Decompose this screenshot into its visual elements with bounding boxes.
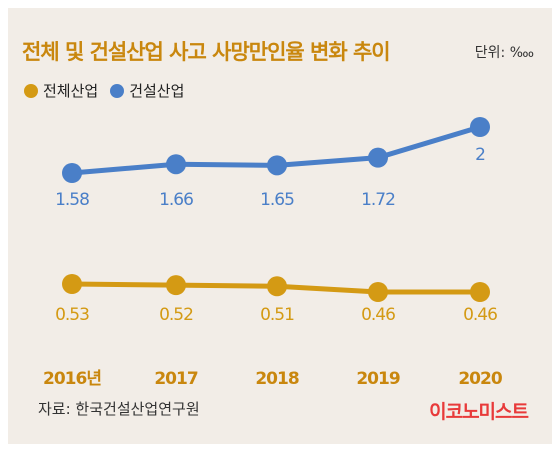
data-point-construction [470,117,490,137]
data-label-construction: 1.72 [361,190,395,210]
x-tick-label: 2018 [255,369,298,389]
data-label-total: 0.46 [463,305,497,325]
data-point-total [62,274,82,294]
data-label-construction: 1.58 [55,190,89,210]
legend: 전체산업 건설산업 [24,80,196,101]
data-point-total [267,276,287,297]
data-label-construction: 2 [475,145,485,165]
data-point-construction [62,163,82,183]
legend-total-label: 전체산업 [43,82,99,100]
data-point-construction [166,154,186,175]
data-label-total: 0.46 [361,305,395,325]
legend-construction-label: 건설산업 [129,82,185,100]
x-tick-label: 2020 [458,369,502,389]
data-label-construction: 1.66 [159,190,193,210]
data-point-construction [267,155,287,176]
unit-label: 단위: ‱ [474,45,534,61]
source-note: 자료: 한국건설산업연구원 [38,400,200,418]
data-point-total [166,275,186,296]
legend-construction-marker [110,83,125,98]
data-label-construction: 1.65 [260,190,294,210]
chart-panel [8,8,552,444]
data-point-total [470,282,490,302]
data-label-total: 0.53 [55,305,89,325]
data-label-total: 0.51 [260,305,294,325]
data-point-construction [368,147,388,168]
chart-title: 전체 및 건설산업 사고 사망만인율 변화 추이 [22,40,391,64]
data-label-total: 0.52 [159,305,193,325]
x-tick-label: 2016년 [43,369,101,389]
data-point-total [368,282,388,302]
brand-logo: 이코노미스트 [429,401,529,423]
legend-item-total: 전체산업 [24,80,98,101]
legend-item-construction: 건설산업 [110,80,184,101]
x-tick-label: 2019 [356,369,399,389]
x-tick-label: 2017 [154,369,197,389]
legend-total-marker [24,83,38,98]
